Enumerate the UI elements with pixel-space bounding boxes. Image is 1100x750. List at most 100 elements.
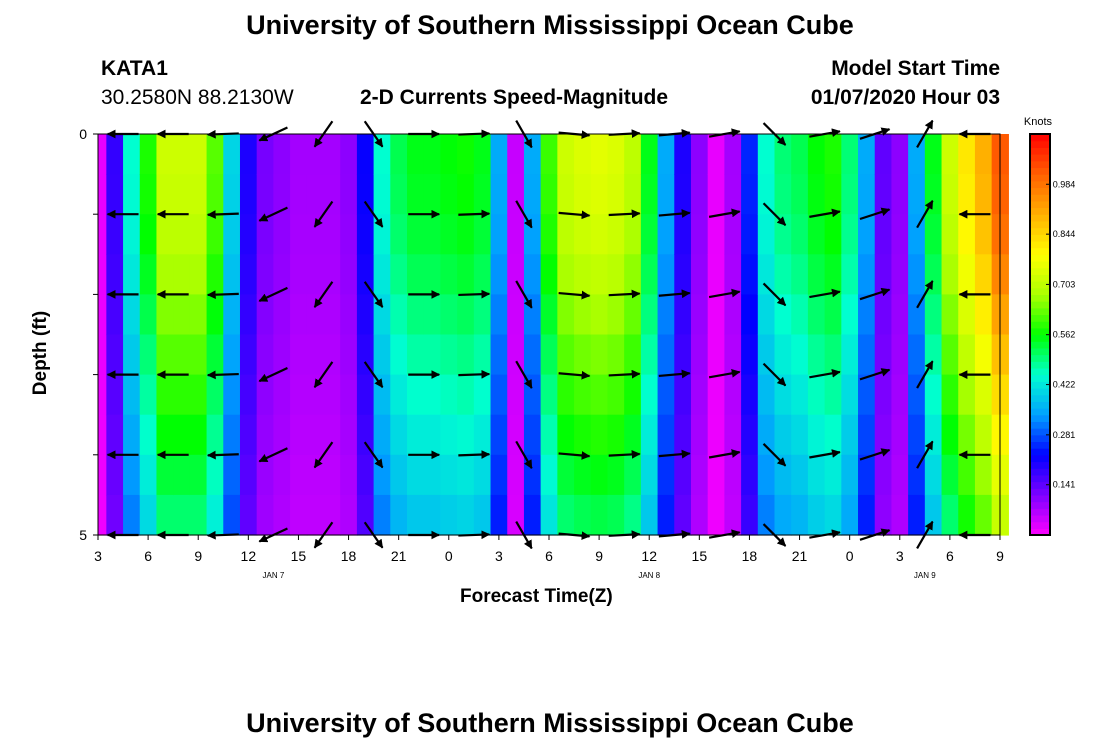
heatmap-cell [306,254,325,295]
heatmap-cell [106,374,124,416]
heatmap-cell [457,374,475,416]
heatmap-cell [223,214,241,255]
heatmap-cell [356,134,375,175]
colorbar-segment [1030,294,1050,302]
heatmap-cell [106,174,124,215]
heatmap-cell [390,214,408,255]
heatmap-cell [256,214,274,255]
heatmap-cell [841,294,859,336]
heatmap-cell [407,294,425,336]
heatmap-cell [407,214,425,255]
heatmap-cell [908,294,926,336]
heatmap-cell [707,174,725,215]
heatmap-cell [841,214,859,255]
heatmap-cell [123,374,141,416]
current-vector-arrow [762,362,787,387]
colorbar-segment [1030,260,1050,269]
heatmap-cell [440,294,458,336]
heatmap-cell [123,174,141,215]
heatmap-cell [858,294,876,336]
x-tick-label: 6 [946,548,954,564]
heatmap-cell [473,174,492,215]
heatmap-cell [924,294,943,336]
heatmap-cell [824,294,842,336]
heatmap-cell [323,414,341,456]
colorbar-segment [1030,528,1050,536]
heatmap-cell [189,454,208,496]
x-tick-label: 0 [846,548,854,564]
heatmap-cell [891,174,909,215]
heatmap-cell [507,294,525,336]
current-vector-arrow [762,202,787,226]
heatmap-cell [624,414,642,456]
current-vector-arrow [658,209,691,218]
heatmap-cell [256,374,274,416]
heatmap-cell [340,454,358,496]
heatmap-cell [156,334,174,376]
current-vectors [106,119,991,550]
current-vector-arrow [558,290,591,300]
heatmap-cell [774,494,792,536]
heatmap-cell [908,414,926,456]
heatmap-cell [874,414,893,456]
colorbar-segment [1030,381,1050,389]
heatmap-cell [139,134,158,175]
heatmap-cell [390,174,408,215]
heatmap-cell [340,294,358,336]
heatmap-cell [690,174,709,215]
colorbar-segment [1030,441,1050,449]
heatmap-cell [841,334,859,376]
heatmap-cell [373,334,391,376]
heatmap-cell [507,174,525,215]
heatmap-cell [724,254,742,295]
heatmap-cell [440,334,458,376]
heatmap-cell [657,174,675,215]
heatmap-cell [607,214,625,255]
heatmap-cell [607,334,625,376]
heatmap-cell [373,374,391,416]
heatmap-cell [791,374,809,416]
heatmap-cell [490,374,508,416]
current-vector-arrow [658,369,691,379]
heatmap-cell [674,174,692,215]
heatmap-cell [858,174,876,215]
heatmap-cell [507,414,525,456]
heatmap-cell [239,334,258,376]
heatmap-cell [941,174,959,215]
x-tick-label: 15 [692,548,708,564]
heatmap-cell [223,494,241,536]
current-vector-arrow [859,207,891,221]
heatmap-cell [473,294,492,336]
current-vector-arrow [558,451,591,460]
heatmap-cell [256,174,274,215]
heatmap-cell [139,454,158,496]
colorbar-tick-label: 0.984 [1053,179,1076,189]
heatmap-cell [724,454,742,496]
colorbar-segment [1030,247,1050,255]
heatmap-cell [457,454,475,496]
heatmap-cell [624,334,642,376]
current-vector-arrow [206,370,239,380]
heatmap-cell [440,494,458,536]
heatmap-cell [891,214,909,255]
heatmap-cell [690,454,709,496]
current-vector-arrow [916,200,934,229]
heatmap-cell [490,254,508,295]
heatmap-cell [590,374,609,416]
heatmap-cell [640,494,659,536]
heatmap-cell [490,454,508,496]
heatmap-cell [239,454,258,496]
heatmap-cell [707,494,725,536]
heatmap-cell [540,454,558,496]
current-vector-arrow [206,450,239,460]
heatmap-cell [473,214,492,255]
heatmap-cell [824,214,842,255]
colorbar-segment [1030,274,1050,282]
x-tick-label: 0 [445,548,453,564]
heatmap-cell [891,294,909,336]
heatmap-cell [690,494,709,536]
heatmap-cell [423,454,442,496]
heatmap-cell [139,214,158,255]
y-tick-label: 0 [79,126,87,142]
heatmap-cell [640,294,659,336]
